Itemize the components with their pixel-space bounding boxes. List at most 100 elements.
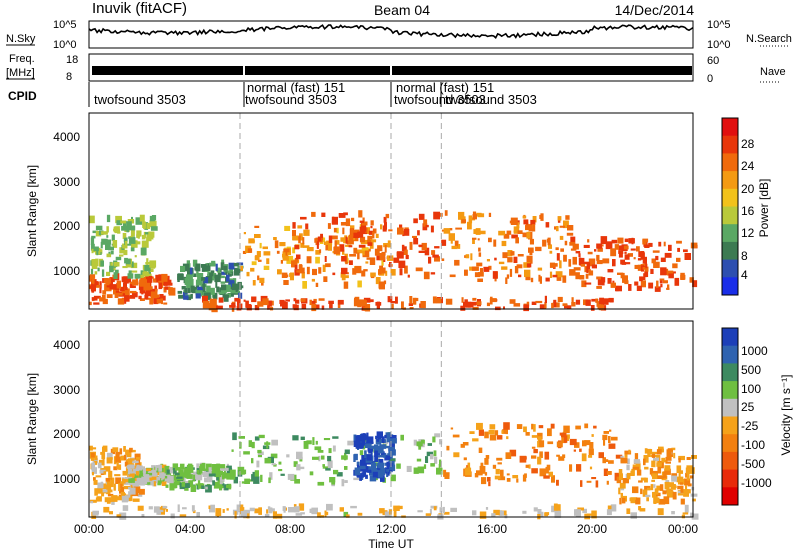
velocity-cell: [628, 449, 631, 454]
freq-tick-top: 18: [66, 54, 78, 66]
power-cell: [566, 232, 574, 236]
velocity-cell: [113, 466, 118, 471]
velocity-cell: [522, 510, 527, 514]
nave-tick-top: 60: [707, 55, 719, 67]
velocity-cell: [683, 478, 691, 486]
velocity-cell: [638, 480, 643, 483]
power-cell: [377, 245, 383, 252]
power-cell: [612, 280, 615, 283]
power-cell: [460, 305, 466, 311]
power-cell: [110, 250, 114, 255]
power-cell: [507, 250, 513, 257]
velocity-cell: [325, 511, 329, 516]
velocity-cell: [298, 503, 305, 511]
power-cell: [285, 299, 290, 302]
velocity-cbar-cell: [722, 328, 738, 347]
power-cell: [353, 230, 360, 238]
power-cell: [124, 257, 128, 264]
power-cell: [378, 269, 382, 275]
power-cell: [195, 293, 201, 299]
cpid-segment: twofsound 3503: [394, 92, 486, 107]
power-cell: [89, 274, 96, 279]
power-cell: [393, 257, 400, 263]
power-cell: [202, 295, 208, 303]
velocity-cell: [128, 491, 131, 498]
power-cell: [618, 245, 624, 251]
power-cell: [596, 254, 600, 261]
velocity-cell: [573, 449, 576, 452]
power-cell: [196, 289, 203, 297]
power-cell: [216, 286, 220, 293]
velocity-cell: [677, 485, 684, 490]
power-cell: [570, 236, 576, 245]
power-cell: [95, 230, 102, 237]
power-cell: [372, 228, 377, 234]
power-cell: [690, 242, 698, 249]
velocity-cell: [547, 441, 554, 445]
velocity-cell: [533, 507, 538, 512]
velocity-cell: [361, 438, 366, 443]
power-cell: [571, 297, 574, 304]
power-cell: [370, 225, 373, 229]
power-cell: [186, 260, 190, 266]
velocity-cell: [101, 452, 106, 460]
velocity-cell: [501, 429, 508, 434]
power-cell: [247, 304, 252, 309]
velocity-cell: [589, 442, 594, 449]
velocity-cell: [226, 465, 232, 474]
power-cell: [130, 262, 138, 269]
velocity-cell: [221, 467, 229, 471]
velocity-cell: [116, 461, 119, 470]
power-cell: [333, 227, 337, 233]
power-cell: [328, 243, 332, 251]
power-cell: [300, 242, 305, 248]
power-cbar-cell: [722, 241, 738, 261]
power-cell: [233, 278, 237, 284]
velocity-cell: [426, 451, 434, 457]
velocity-cell: [366, 432, 369, 437]
power-cell: [479, 230, 486, 235]
power-cell: [321, 212, 326, 217]
velocity-cbar-tick: -25: [741, 419, 759, 433]
power-cell: [637, 258, 642, 261]
power-cell: [110, 262, 113, 266]
velocity-cell: [376, 431, 383, 438]
velocity-cell: [638, 463, 641, 471]
velocity-cell: [359, 473, 362, 481]
velocity-cell: [377, 470, 384, 478]
power-cell: [607, 278, 612, 284]
velocity-cell: [205, 484, 212, 493]
power-cell: [149, 297, 154, 305]
velocity-cell: [306, 440, 312, 445]
power-cell: [144, 222, 149, 230]
power-cell: [662, 280, 668, 284]
power-cell: [139, 214, 145, 222]
power-cell: [634, 264, 639, 269]
velocity-cell: [115, 451, 120, 460]
power-cell: [549, 262, 555, 268]
velocity-cell: [384, 462, 387, 466]
power-cell: [237, 298, 241, 306]
velocity-cell: [367, 446, 374, 452]
power-cell: [510, 217, 518, 225]
power-cell: [591, 298, 599, 302]
power-cell: [329, 302, 333, 309]
power-cell: [140, 247, 147, 256]
velocity-cell: [238, 436, 245, 439]
velocity-cell: [344, 480, 348, 483]
power-cell: [311, 303, 317, 312]
velocity-cell: [122, 480, 126, 484]
velocity-cell: [624, 450, 632, 455]
velocity-cell: [665, 480, 670, 484]
power-cell: [296, 270, 300, 273]
velocity-cell: [231, 449, 234, 452]
power-cell: [126, 224, 129, 233]
power-cell: [158, 279, 164, 284]
power-cell: [477, 278, 483, 282]
velocity-cell: [284, 507, 287, 511]
velocity-cell: [379, 444, 387, 449]
velocity-cell: [195, 474, 203, 481]
power-cell: [268, 300, 272, 307]
power-cell: [225, 284, 231, 293]
velocity-cell: [659, 484, 664, 491]
